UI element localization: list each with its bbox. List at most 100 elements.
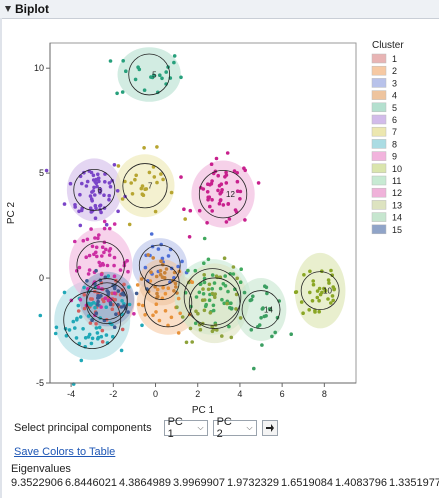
cluster-14-label: 14	[264, 306, 273, 315]
cluster-12-point	[216, 188, 220, 193]
pc-x-select[interactable]: PC 1 ⌵	[163, 416, 208, 440]
cluster-15-point	[96, 299, 100, 304]
cluster-6-point	[88, 194, 93, 198]
legend-swatch-14[interactable]	[371, 212, 387, 222]
cluster-10-point	[310, 299, 315, 303]
cluster-9-point	[73, 239, 77, 244]
cluster-13-point	[200, 298, 205, 303]
cluster-11-point	[212, 281, 217, 285]
cluster-5-circle	[128, 53, 171, 96]
cluster-9-point	[106, 298, 111, 303]
legend-swatch-9[interactable]	[371, 151, 387, 161]
cluster-13-point	[201, 287, 205, 291]
cluster-11-point	[221, 282, 226, 286]
cluster-10-point	[317, 298, 321, 303]
cluster-12-point	[218, 198, 223, 202]
cluster-6-point	[96, 172, 100, 177]
cluster-15-circle	[86, 278, 128, 320]
legend-label-13: 13	[392, 200, 402, 210]
cluster-14-point	[268, 307, 273, 312]
cluster-15-point	[94, 311, 99, 316]
cluster-9-point	[86, 272, 91, 276]
cluster-12-point	[235, 179, 240, 184]
cluster-14-point	[265, 291, 269, 296]
cluster-12-point	[223, 175, 227, 179]
cluster-6-point	[97, 179, 101, 184]
cluster-11-point	[202, 236, 207, 241]
cluster-9-point	[84, 255, 88, 259]
swap-components-button[interactable]	[261, 420, 278, 436]
cluster-13-point	[220, 334, 224, 338]
legend-swatch-8[interactable]	[371, 139, 387, 149]
cluster-12-point	[243, 168, 247, 173]
eigenvalue: 1.6519084	[281, 477, 333, 489]
cluster-5-point	[164, 70, 168, 74]
cluster-1-point	[82, 293, 87, 297]
chevron-down-icon: ⌵	[197, 423, 204, 432]
cluster-2-point	[176, 296, 181, 301]
cluster-10-point	[326, 297, 330, 301]
legend-label-11: 11	[392, 176, 401, 186]
cluster-7-point	[159, 172, 163, 176]
cluster-5-point	[149, 75, 153, 79]
cluster-7-point	[169, 190, 174, 195]
legend-label-9: 9	[392, 152, 397, 162]
cluster-8-point	[94, 326, 99, 330]
cluster-9-point	[93, 236, 97, 240]
cluster-5-point	[120, 90, 125, 94]
cluster-6-point	[79, 208, 84, 213]
pc-y-value: PC 2	[216, 416, 232, 440]
legend-swatch-13[interactable]	[371, 200, 387, 210]
cluster-10-point	[320, 269, 324, 273]
cluster-8-point	[119, 348, 124, 353]
cluster-7-point	[134, 173, 138, 178]
legend-swatch-11[interactable]	[371, 175, 387, 186]
cluster-8-point	[77, 341, 82, 346]
cluster-11-point	[197, 290, 202, 295]
cluster-6-point	[116, 209, 120, 214]
cluster-11-point	[210, 273, 215, 277]
cluster-11-point	[220, 297, 224, 302]
cluster-13-point	[202, 308, 207, 313]
cluster-7-point	[155, 180, 159, 185]
eigenvalue: 9.3522906	[11, 477, 63, 489]
cluster-10-point	[317, 286, 322, 291]
cluster-7-point	[133, 177, 137, 182]
collapse-triangle-icon[interactable]	[3, 4, 13, 14]
cluster-8-point	[111, 334, 115, 339]
cluster-14-point	[229, 306, 234, 311]
cluster-1-point	[82, 306, 87, 311]
cluster-5-point	[137, 67, 142, 72]
cluster-13-point	[235, 276, 239, 281]
cluster-9-point	[107, 253, 112, 257]
cluster-1-point	[122, 282, 126, 287]
cluster-12-point	[217, 201, 222, 206]
legend-swatch-1[interactable]	[371, 53, 387, 64]
cluster-13-point	[184, 340, 189, 345]
cluster-10-point	[302, 273, 306, 277]
legend-swatch-7[interactable]	[371, 126, 387, 137]
cluster-7-point	[123, 179, 127, 184]
legend-swatch-6[interactable]	[371, 114, 387, 125]
cluster-10-point	[307, 308, 312, 312]
cluster-8-point	[104, 333, 109, 337]
legend-swatch-15[interactable]	[371, 224, 387, 235]
cluster-6-point	[62, 202, 67, 206]
legend-swatch-10[interactable]	[371, 163, 387, 174]
cluster-8-point	[79, 358, 84, 363]
legend-label-4: 4	[392, 91, 397, 101]
legend-swatch-3[interactable]	[371, 78, 387, 88]
cluster-11-point	[223, 274, 227, 278]
legend-swatch-12[interactable]	[371, 187, 387, 198]
legend-swatch-4[interactable]	[371, 90, 387, 100]
cluster-11-point	[186, 268, 190, 273]
cluster-2-point	[143, 313, 147, 317]
legend-swatch-5[interactable]	[371, 102, 387, 113]
cluster-14-circle	[241, 290, 281, 329]
save-colors-link[interactable]: Save Colors to Table	[14, 446, 116, 458]
pc-y-select[interactable]: PC 2 ⌵	[212, 416, 257, 440]
cluster-9-point	[98, 263, 103, 268]
cluster-5-point	[108, 59, 113, 63]
legend-swatch-2[interactable]	[371, 65, 387, 76]
cluster-6-point	[90, 199, 94, 203]
